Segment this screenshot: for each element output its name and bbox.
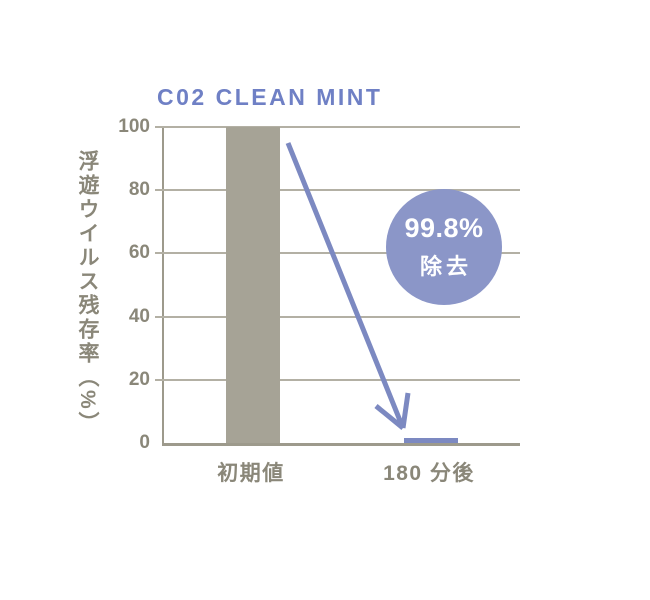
y-tick-label: 0 bbox=[139, 432, 150, 453]
y-tick-label: 60 bbox=[128, 242, 150, 264]
chart-title: C02 CLEAN MINT bbox=[157, 84, 383, 110]
gridline bbox=[155, 315, 520, 318]
bar-2 bbox=[404, 438, 458, 443]
y-axis-label: 浮遊ウイルス残存率（%） bbox=[76, 150, 99, 436]
gridline bbox=[155, 378, 520, 381]
reduction-label: 除去 bbox=[419, 254, 472, 279]
reduction-percent: 99.8% bbox=[404, 213, 484, 243]
y-tick-label: 40 bbox=[128, 305, 150, 327]
bar-1 bbox=[226, 127, 280, 443]
reduction-badge: 99.8% 除去 bbox=[386, 189, 502, 305]
x-category-label: 180 分後 bbox=[383, 462, 475, 485]
y-tick-label: 80 bbox=[128, 179, 150, 201]
y-tick-label: 100 bbox=[118, 116, 150, 137]
y-tick-label: 20 bbox=[128, 368, 150, 390]
gridline bbox=[155, 126, 520, 128]
gridline bbox=[155, 189, 520, 192]
x-category-label: 初期値 bbox=[217, 462, 285, 485]
